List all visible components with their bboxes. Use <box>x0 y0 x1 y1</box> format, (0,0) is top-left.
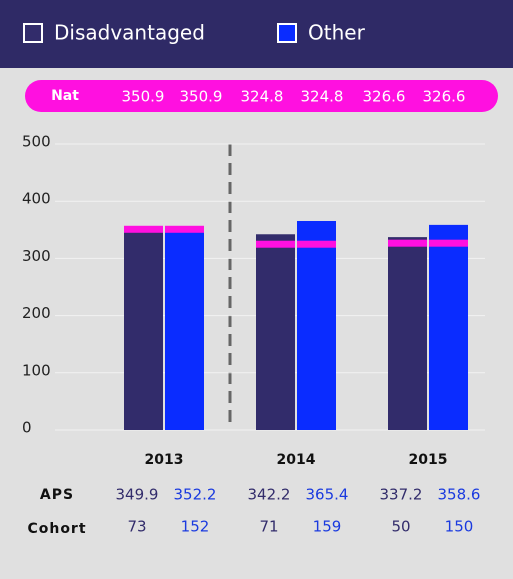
nat-marker <box>165 225 204 233</box>
x-tick-label: 2014 <box>277 452 316 468</box>
bar <box>388 237 427 430</box>
legend-swatch <box>277 23 297 43</box>
nat-marker <box>256 240 295 248</box>
y-tick-label: 300 <box>22 247 51 265</box>
cohort-value: 159 <box>313 518 342 536</box>
nat-value: 324.8 <box>241 88 284 106</box>
cohort-value: 150 <box>445 518 474 536</box>
nat-marker <box>297 240 336 248</box>
nat-marker <box>388 239 427 247</box>
cohort-value: 73 <box>127 518 146 536</box>
cohort-value: 71 <box>259 518 278 536</box>
nat-marker <box>429 239 468 247</box>
cohort-value: 152 <box>181 518 210 536</box>
y-tick-label: 0 <box>22 419 32 437</box>
bar <box>297 220 336 430</box>
x-tick-label: 2013 <box>145 452 184 468</box>
aps-value: 365.4 <box>306 486 349 504</box>
aps-value: 349.9 <box>116 486 159 504</box>
legend-label: Other <box>308 21 366 45</box>
nat-value: 350.9 <box>122 88 165 106</box>
nat-value: 326.6 <box>423 88 466 106</box>
aps-value: 358.6 <box>438 486 481 504</box>
nat-marker <box>124 225 163 233</box>
y-tick-label: 200 <box>22 304 51 322</box>
aps-value: 352.2 <box>174 486 217 504</box>
y-tick-label: 400 <box>22 190 51 208</box>
nat-label: Nat <box>51 88 79 104</box>
y-tick-label: 500 <box>22 133 51 151</box>
row-label: Cohort <box>27 521 86 537</box>
nat-value: 326.6 <box>363 88 406 106</box>
legend-swatch <box>23 23 43 43</box>
nat-band <box>25 80 498 112</box>
y-tick-label: 100 <box>22 361 51 379</box>
legend-label: Disadvantaged <box>54 21 205 45</box>
cohort-value: 50 <box>391 518 410 536</box>
bar <box>165 228 204 430</box>
legend-bar <box>0 0 513 68</box>
nat-value: 324.8 <box>301 88 344 106</box>
aps-value: 337.2 <box>380 486 423 504</box>
bar <box>429 224 468 430</box>
row-label: APS <box>40 487 74 503</box>
nat-value: 350.9 <box>180 88 223 106</box>
x-tick-label: 2015 <box>409 452 448 468</box>
bar <box>124 229 163 430</box>
aps-value: 342.2 <box>248 486 291 504</box>
bar <box>256 234 295 430</box>
